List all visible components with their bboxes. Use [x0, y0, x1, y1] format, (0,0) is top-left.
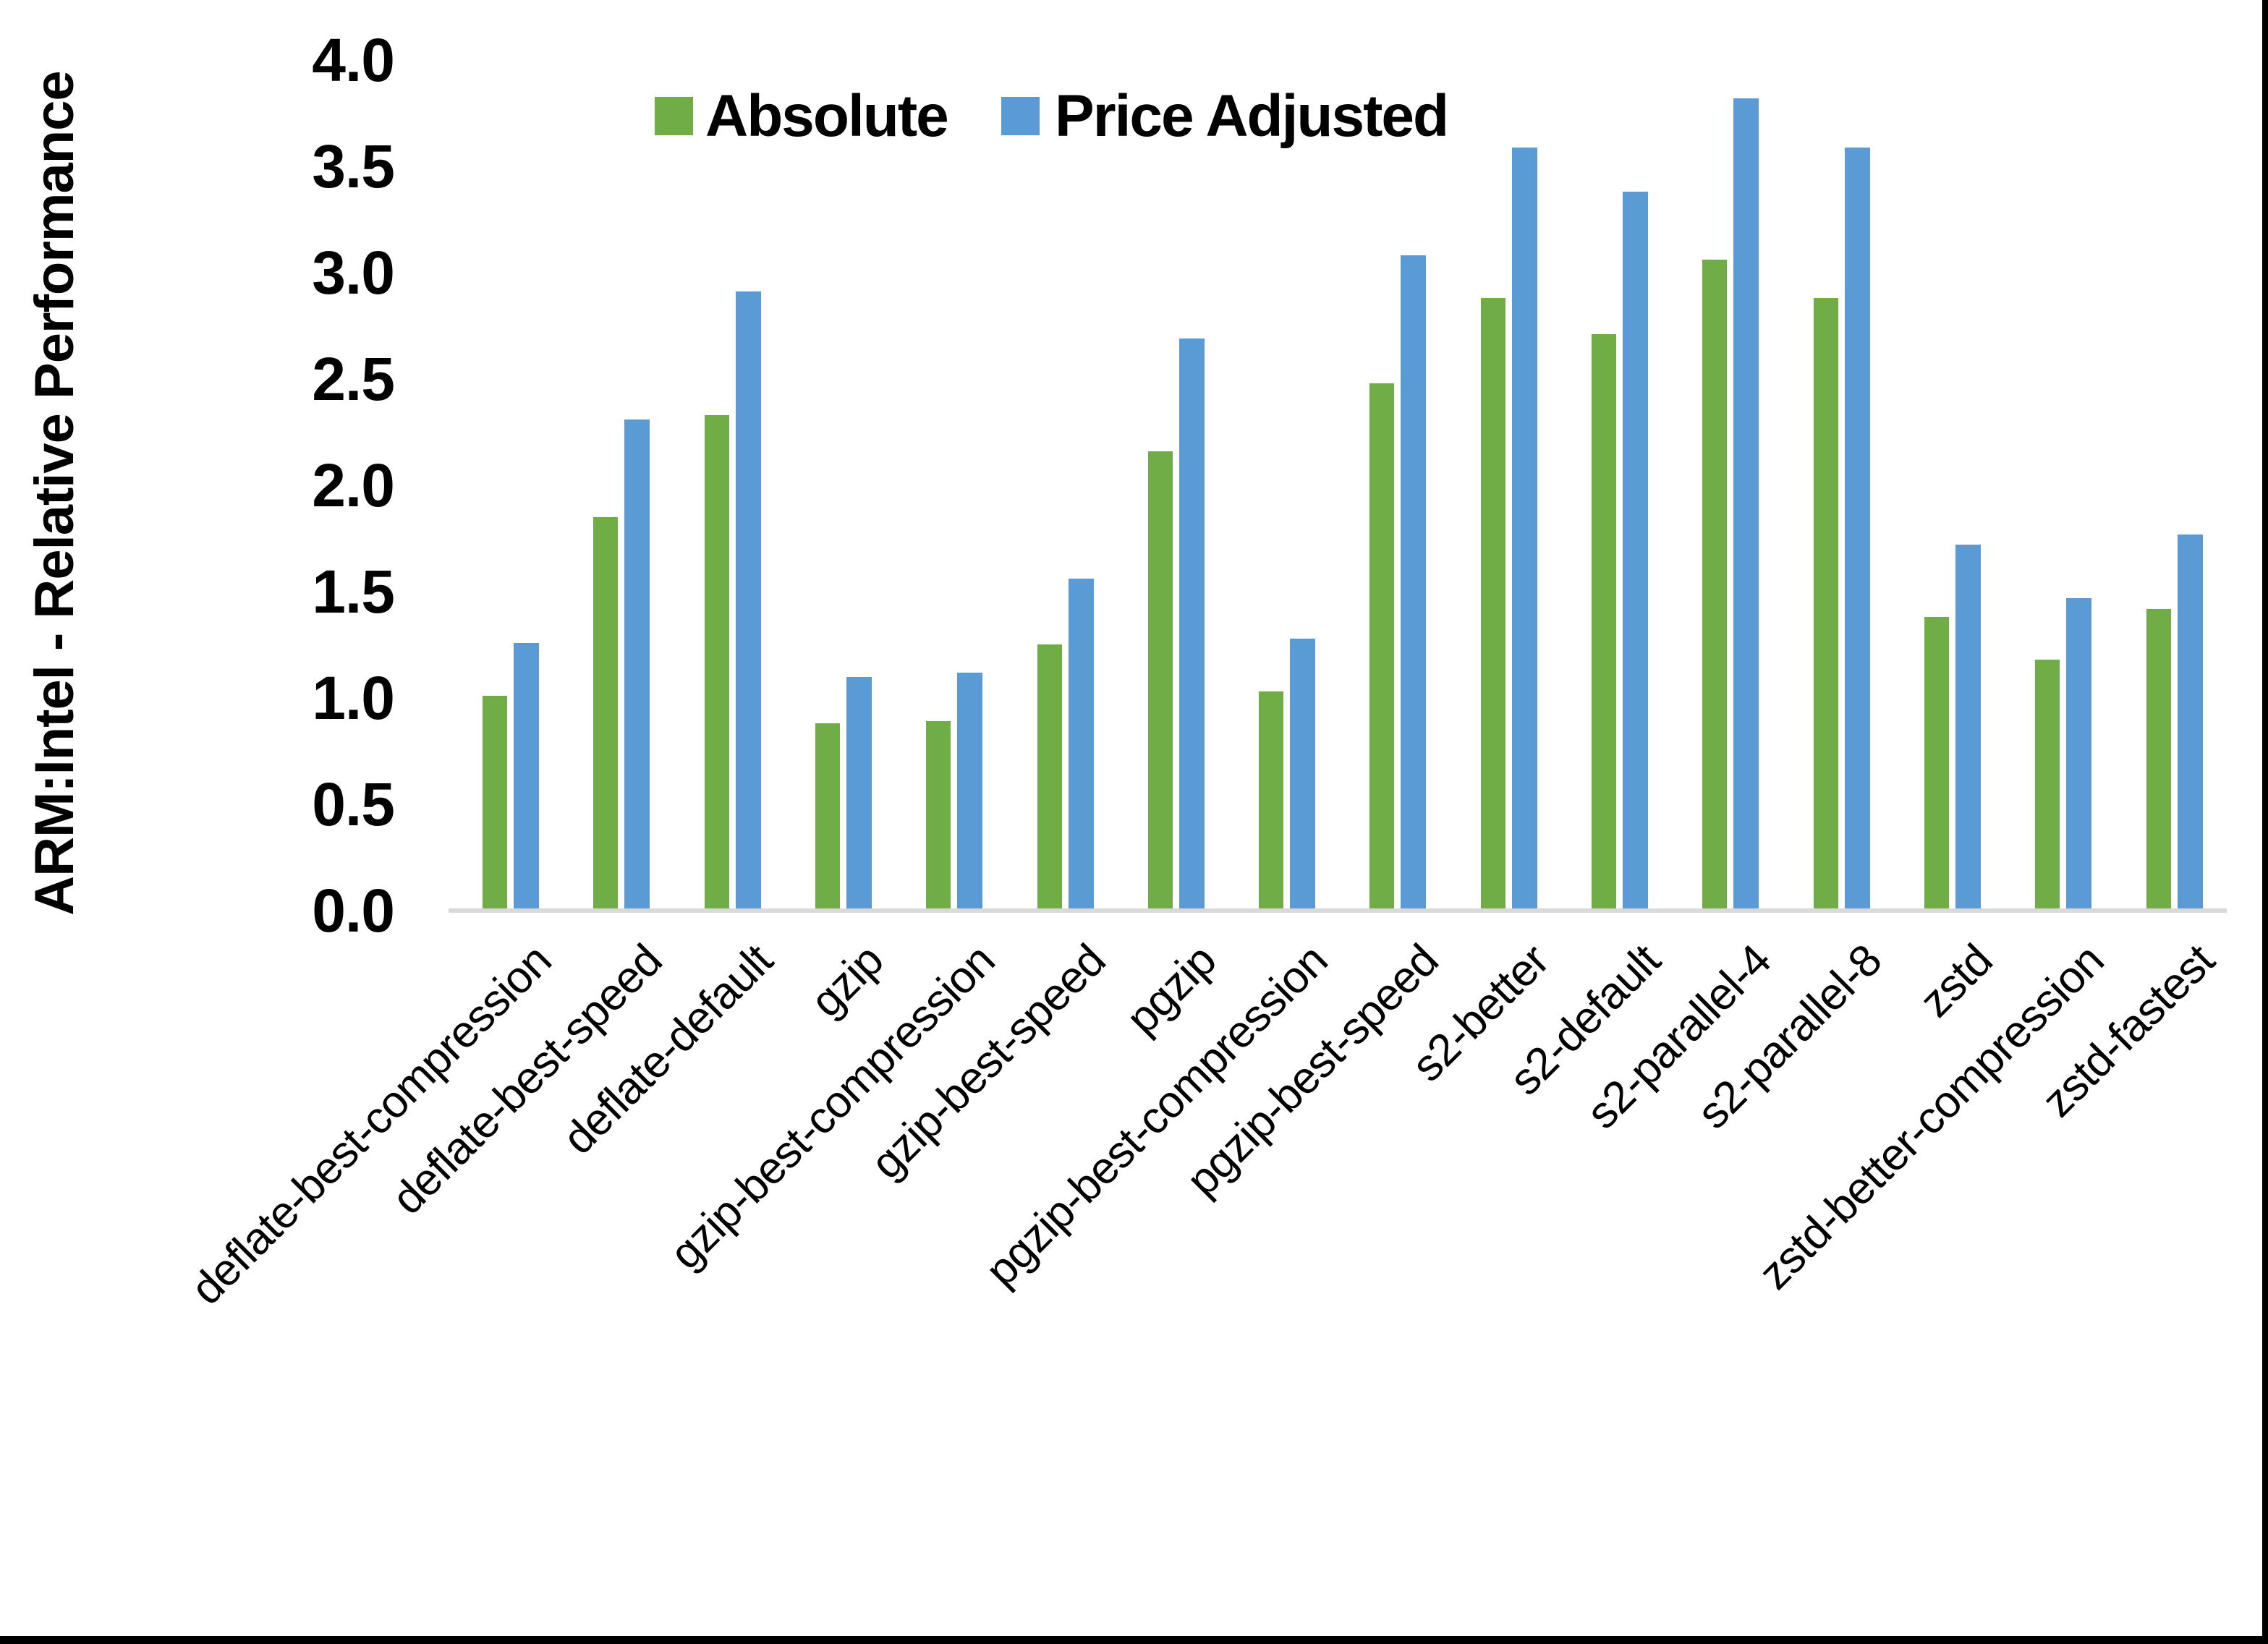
legend-label-price-adjusted: Price Adjusted: [1055, 83, 1449, 149]
bar-price-adjusted-deflate-best-speed[interactable]: [624, 419, 650, 908]
bar-absolute-gzip-best-compression[interactable]: [926, 721, 951, 908]
bar-price-adjusted-zstd[interactable]: [1955, 545, 1981, 908]
bar-price-adjusted-gzip-best-speed[interactable]: [1069, 579, 1094, 908]
bar-absolute-deflate-best-compression[interactable]: [483, 696, 507, 908]
y-tick-label-0.0: 0.0: [312, 877, 395, 945]
bar-absolute-zstd-better-compression[interactable]: [2035, 660, 2060, 908]
y-tick-label-4.0: 4.0: [312, 26, 395, 94]
bar-absolute-gzip-best-speed[interactable]: [1037, 644, 1062, 908]
bar-price-adjusted-gzip[interactable]: [846, 677, 872, 908]
bar-absolute-deflate-best-speed[interactable]: [593, 517, 618, 908]
legend-swatch-price-adjusted: [1001, 97, 1040, 135]
legend-swatch-absolute: [655, 97, 693, 135]
y-tick-label-1.0: 1.0: [312, 664, 395, 732]
bar-absolute-zstd-fastest[interactable]: [2146, 609, 2171, 908]
bar-price-adjusted-zstd-fastest[interactable]: [2178, 534, 2203, 908]
bar-price-adjusted-gzip-best-compression[interactable]: [957, 673, 982, 908]
bar-price-adjusted-s2-parallel-4[interactable]: [1733, 98, 1759, 908]
bar-price-adjusted-s2-default[interactable]: [1623, 192, 1648, 908]
bar-absolute-s2-better[interactable]: [1481, 298, 1505, 908]
bar-price-adjusted-pgzip-best-compression[interactable]: [1290, 639, 1315, 908]
bar-absolute-s2-default[interactable]: [1592, 334, 1616, 908]
screen-edge-right: [2262, 0, 2268, 1644]
bar-price-adjusted-pgzip-best-speed[interactable]: [1401, 255, 1426, 908]
bar-absolute-deflate-default[interactable]: [705, 415, 729, 908]
y-tick-label-1.5: 1.5: [312, 558, 395, 626]
y-tick-label-3.0: 3.0: [312, 239, 395, 307]
bar-price-adjusted-s2-better[interactable]: [1512, 148, 1537, 908]
bar-absolute-s2-parallel-8[interactable]: [1814, 298, 1838, 908]
bar-absolute-pgzip[interactable]: [1148, 451, 1173, 908]
y-tick-label-3.5: 3.5: [312, 132, 395, 200]
bar-price-adjusted-pgzip[interactable]: [1179, 338, 1205, 908]
bar-absolute-s2-parallel-4[interactable]: [1702, 260, 1727, 908]
y-tick-label-0.5: 0.5: [312, 770, 395, 838]
bar-absolute-pgzip-best-speed[interactable]: [1369, 383, 1394, 908]
bar-absolute-gzip[interactable]: [815, 723, 840, 908]
bar-price-adjusted-s2-parallel-8[interactable]: [1845, 148, 1870, 908]
bar-price-adjusted-zstd-better-compression[interactable]: [2066, 598, 2091, 908]
y-tick-label-2.0: 2.0: [312, 451, 395, 519]
bar-absolute-zstd[interactable]: [1924, 617, 1949, 908]
screen-edge-bottom: [0, 1636, 2268, 1644]
legend: Absolute Price Adjusted: [0, 0, 2268, 174]
bar-price-adjusted-deflate-default[interactable]: [736, 291, 761, 908]
bar-price-adjusted-deflate-best-compression[interactable]: [514, 643, 539, 908]
legend-label-absolute: Absolute: [705, 83, 949, 149]
y-tick-label-2.5: 2.5: [312, 345, 395, 413]
x-axis-line: [449, 908, 2227, 913]
bar-absolute-pgzip-best-compression[interactable]: [1259, 691, 1283, 908]
